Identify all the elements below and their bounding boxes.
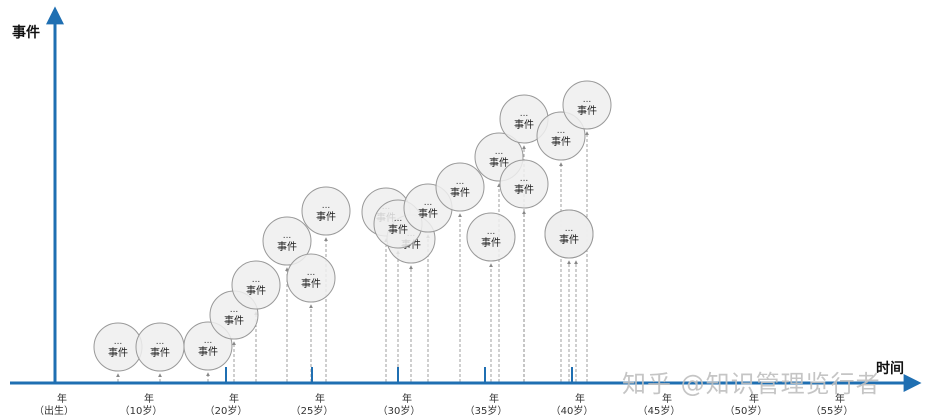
event-circle bbox=[262, 216, 312, 266]
event-label: 事件 bbox=[316, 210, 336, 223]
event-label: 事件 bbox=[224, 314, 244, 327]
tick-year-label: 年 bbox=[749, 392, 759, 405]
tick-year-label: 年 bbox=[575, 392, 585, 405]
event-circle bbox=[93, 322, 143, 372]
event-dots: ... bbox=[114, 337, 123, 347]
event-dots: ... bbox=[487, 227, 496, 237]
event-dots: ... bbox=[583, 95, 592, 105]
event-label: 事件 bbox=[514, 183, 534, 196]
tick-age-label: （50岁） bbox=[725, 404, 768, 417]
event-bubble: ...事件 bbox=[544, 209, 594, 259]
event-label: 事件 bbox=[450, 186, 470, 199]
tick-year-label: 年 bbox=[402, 392, 412, 405]
event-bubble: ...事件 bbox=[499, 94, 549, 144]
event-label: 事件 bbox=[301, 277, 321, 290]
tick-year-label: 年 bbox=[489, 392, 499, 405]
event-label: 事件 bbox=[481, 236, 501, 249]
tick-age-label: （35岁） bbox=[465, 404, 508, 417]
tick-year-label: 年 bbox=[144, 392, 154, 405]
event-dots: ... bbox=[230, 305, 239, 315]
tick-year-label: 年 bbox=[835, 392, 845, 405]
event-circle bbox=[231, 260, 281, 310]
tick-age-label: （10岁） bbox=[120, 404, 163, 417]
event-label: 事件 bbox=[388, 223, 408, 236]
axis-marks bbox=[225, 367, 573, 383]
event-bubble: ...事件 bbox=[135, 322, 185, 372]
event-bubbles: ...事件...事件...事件...事件...事件...事件...事件...事件… bbox=[93, 80, 612, 372]
event-dots: ... bbox=[495, 147, 504, 157]
tick-age-label: （45岁） bbox=[638, 404, 681, 417]
event-bubble: ...事件 bbox=[301, 186, 351, 236]
tick-year-label: 年 bbox=[662, 392, 672, 405]
tick-age-label: （25岁） bbox=[291, 404, 334, 417]
tick-labels: 年（出生）年（10岁）年（20岁）年（25岁）年（30岁）年（35岁）年（40岁… bbox=[34, 392, 853, 417]
event-dots: ... bbox=[557, 126, 566, 136]
event-label: 事件 bbox=[577, 104, 597, 117]
event-circle bbox=[435, 162, 485, 212]
event-label: 事件 bbox=[514, 118, 534, 131]
event-dots: ... bbox=[156, 337, 165, 347]
y-axis-title: 事件 bbox=[12, 25, 40, 41]
tick-age-label: （55岁） bbox=[811, 404, 854, 417]
event-dots: ... bbox=[204, 336, 213, 346]
event-dots: ... bbox=[394, 214, 403, 224]
event-dots: ... bbox=[424, 198, 433, 208]
event-bubble: ...事件 bbox=[499, 159, 549, 209]
event-circle bbox=[135, 322, 185, 372]
event-dots: ... bbox=[520, 109, 529, 119]
event-label: 事件 bbox=[198, 345, 218, 358]
event-dots: ... bbox=[252, 275, 261, 285]
event-circle bbox=[499, 159, 549, 209]
event-circle bbox=[544, 209, 594, 259]
event-circle bbox=[301, 186, 351, 236]
event-label: 事件 bbox=[150, 346, 170, 359]
event-bubble: ...事件 bbox=[286, 253, 336, 303]
tick-age-label: （30岁） bbox=[378, 404, 421, 417]
event-dots: ... bbox=[307, 268, 316, 278]
event-dots: ... bbox=[456, 177, 465, 187]
tick-year-label: 年 bbox=[57, 392, 67, 405]
tick-age-label: （出生） bbox=[34, 404, 74, 417]
event-circle bbox=[466, 212, 516, 262]
tick-age-label: （20岁） bbox=[205, 404, 248, 417]
tick-age-label: （40岁） bbox=[551, 404, 594, 417]
event-label: 事件 bbox=[246, 284, 266, 297]
watermark: 知乎 @知识管理览行者 bbox=[622, 370, 881, 398]
event-label: 事件 bbox=[418, 207, 438, 220]
event-bubble: ...事件 bbox=[231, 260, 281, 310]
event-dots: ... bbox=[565, 224, 574, 234]
event-label: 事件 bbox=[559, 233, 579, 246]
tick-year-label: 年 bbox=[229, 392, 239, 405]
event-label: 事件 bbox=[108, 346, 128, 359]
event-circle bbox=[286, 253, 336, 303]
tick-year-label: 年 bbox=[315, 392, 325, 405]
event-dots: ... bbox=[520, 174, 529, 184]
event-bubble: ...事件 bbox=[93, 322, 143, 372]
event-label: 事件 bbox=[277, 240, 297, 253]
event-connectors bbox=[116, 131, 589, 382]
event-label: 事件 bbox=[489, 156, 509, 169]
event-bubble: ...事件 bbox=[435, 162, 485, 212]
event-bubble: ...事件 bbox=[466, 212, 516, 262]
event-bubble: ...事件 bbox=[562, 80, 612, 130]
event-dots: ... bbox=[322, 201, 331, 211]
event-circle bbox=[562, 80, 612, 130]
event-dots: ... bbox=[283, 231, 292, 241]
event-bubble: ...事件 bbox=[262, 216, 312, 266]
x-axis-title: 时间 bbox=[876, 361, 904, 377]
event-label: 事件 bbox=[551, 135, 571, 148]
